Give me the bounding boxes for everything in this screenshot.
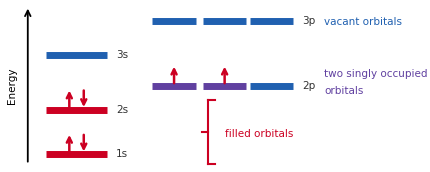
Text: 3s: 3s — [116, 50, 128, 60]
Text: orbitals: orbitals — [323, 86, 362, 96]
Text: two singly occupied: two singly occupied — [323, 69, 427, 79]
Text: 3p: 3p — [301, 16, 315, 26]
Text: filled orbitals: filled orbitals — [224, 129, 292, 139]
Text: vacant orbitals: vacant orbitals — [323, 17, 401, 27]
Text: 2p: 2p — [301, 81, 315, 91]
Text: 2s: 2s — [116, 105, 128, 115]
Text: Energy: Energy — [6, 68, 16, 104]
Text: 1s: 1s — [116, 149, 128, 159]
